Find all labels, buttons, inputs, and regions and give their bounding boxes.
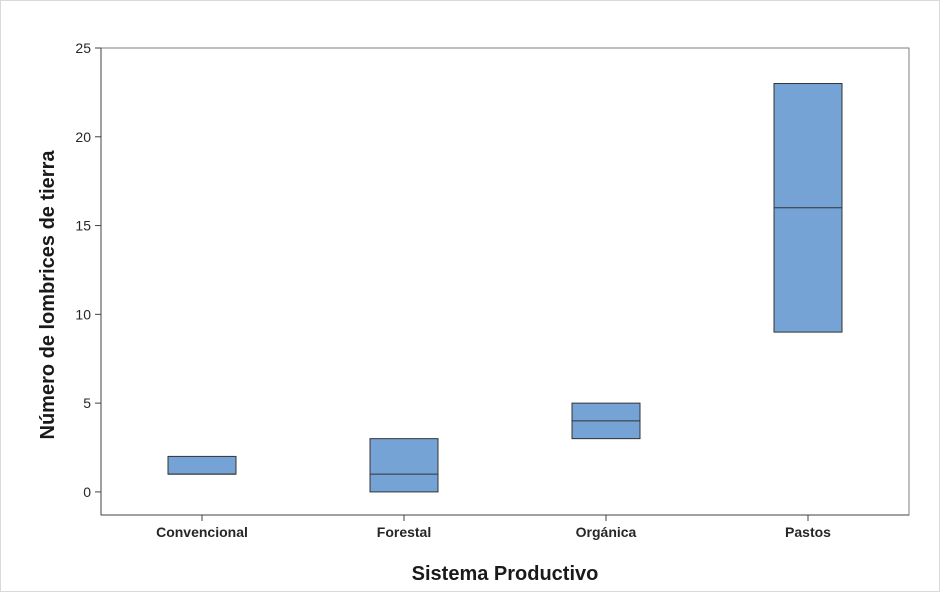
y-tick-label: 0: [83, 484, 91, 500]
x-tick-label: Orgánica: [576, 524, 637, 540]
y-tick-label: 25: [75, 40, 91, 56]
box-forestal: [369, 438, 439, 493]
y-tick-label: 5: [83, 395, 91, 411]
box-convencional: [167, 455, 237, 475]
y-tick-label: 20: [75, 129, 91, 145]
y-tick-label: 15: [75, 218, 91, 234]
x-tick-label: Pastos: [785, 524, 831, 540]
x-tick-label: Convencional: [156, 524, 248, 540]
x-axis-title: Sistema Productivo: [412, 563, 599, 585]
x-axis: Convencional Forestal Orgánica Pastos: [101, 514, 909, 540]
x-tick-label: Forestal: [377, 524, 431, 540]
y-tick-label: 10: [75, 306, 91, 322]
y-axis: 0 5 10 15 20 25: [75, 40, 102, 515]
y-axis-title: Número de lombrices de tierra: [37, 150, 59, 440]
boxes-group: [167, 83, 843, 493]
